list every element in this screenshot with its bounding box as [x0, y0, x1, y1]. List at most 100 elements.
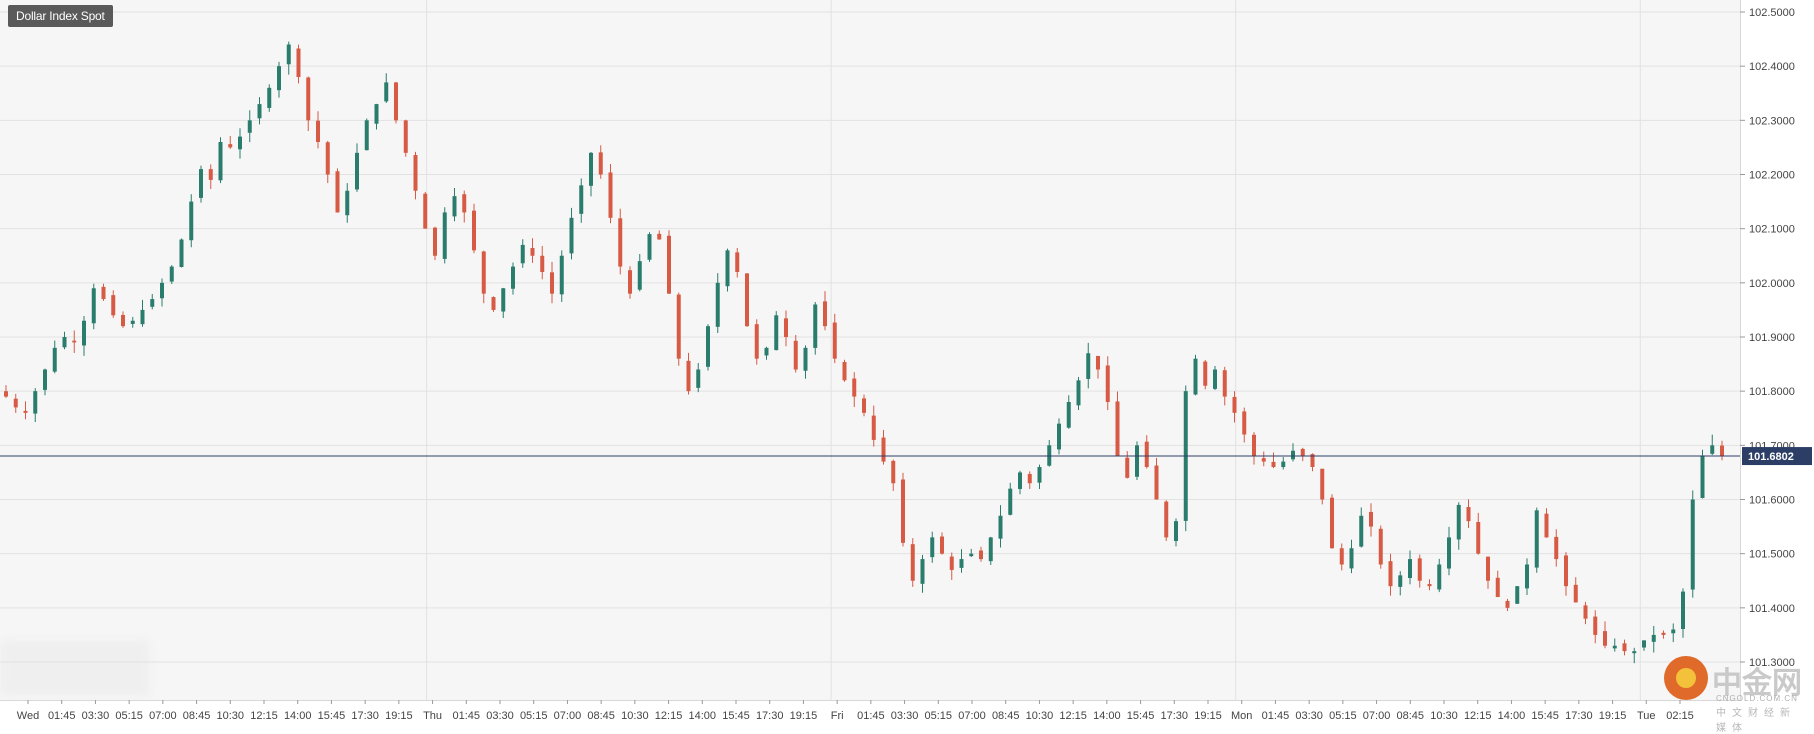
candle-body [1369, 511, 1373, 527]
candle-body [745, 273, 749, 327]
candle-body [33, 391, 38, 414]
candle-body [1242, 411, 1247, 435]
candle-body [111, 295, 116, 316]
x-tick-label: 08:45 [1397, 710, 1425, 722]
candle-body [325, 142, 330, 175]
x-tick-label: 05:15 [1329, 710, 1357, 722]
candle-body [842, 362, 847, 381]
candle-body [1378, 528, 1383, 565]
candle-body [608, 172, 613, 218]
candle-body [871, 415, 876, 440]
x-tick-label: 12:15 [1464, 710, 1492, 722]
candle-body [1690, 499, 1695, 590]
y-tick-label: 102.0000 [1749, 278, 1795, 290]
x-tick-label: 15:45 [1531, 710, 1559, 722]
x-tick-label: 07:00 [149, 710, 177, 722]
x-tick-label: 01:45 [453, 710, 481, 722]
candle-body [550, 272, 554, 294]
candle-body [1027, 473, 1032, 484]
candle-body [1437, 564, 1442, 590]
candle-body [316, 120, 320, 142]
candle-body [1573, 584, 1578, 603]
candle-body [589, 152, 593, 186]
candle-body [1398, 575, 1403, 587]
x-tick-label: 03:30 [1295, 710, 1323, 722]
candle-body [1515, 586, 1520, 604]
x-tick-label: 02:15 [1666, 710, 1694, 722]
candle-body [920, 559, 925, 584]
candle-body [1105, 365, 1110, 402]
x-tick-label: Mon [1231, 710, 1252, 722]
candle-body [1291, 450, 1295, 460]
x-tick-label: 03:30 [82, 710, 110, 722]
candle-body [1583, 605, 1588, 619]
candle-body [1447, 537, 1451, 569]
x-tick-label: Thu [423, 710, 442, 722]
x-tick-label: 10:30 [1430, 710, 1458, 722]
candle-body [189, 201, 194, 241]
candle-body [832, 322, 837, 359]
y-tick-label: 102.4000 [1749, 61, 1795, 73]
x-tick-label: 08:45 [992, 710, 1020, 722]
x-tick-label: 14:00 [284, 710, 312, 722]
candle-body [813, 304, 818, 348]
plot-area [0, 0, 1741, 701]
candle-body [862, 398, 866, 413]
y-tick-label: 102.3000 [1749, 115, 1795, 127]
watermark-brand: 中金网 [1712, 666, 1802, 701]
x-tick-label: 15:45 [1127, 710, 1155, 722]
x-tick-label: Wed [17, 710, 39, 722]
candle-body [1544, 513, 1549, 538]
watermark: 中金网 CNGOLD.COM.CN 中文财经新媒体 [1660, 654, 1810, 734]
candle-body [1261, 458, 1266, 462]
candle-body [686, 360, 691, 392]
candle-body [267, 87, 272, 108]
candle-body [1125, 457, 1130, 478]
candle-body [374, 104, 379, 124]
candle-body [1115, 401, 1120, 457]
candle-body [481, 251, 486, 294]
x-tick-label: 01:45 [1262, 710, 1290, 722]
x-tick-label: 08:45 [587, 710, 615, 722]
candle-body [1612, 645, 1617, 649]
x-tick-label: 01:45 [48, 710, 76, 722]
x-tick-label: Fri [831, 710, 844, 722]
chart-title-badge: Dollar Index Spot [8, 5, 113, 27]
candle-body [140, 309, 145, 325]
candle-body [1320, 468, 1325, 500]
candle-body [940, 536, 944, 554]
candle-body [1456, 504, 1461, 540]
candle-body [1330, 497, 1334, 549]
candle-body [472, 210, 476, 251]
x-tick-label: 10:30 [621, 710, 649, 722]
candle-body [462, 194, 467, 213]
candle-body [1700, 456, 1705, 498]
candle-body [23, 410, 28, 413]
candle-body [725, 250, 730, 287]
candle-body [384, 82, 389, 102]
candle-body [881, 437, 886, 462]
x-tick-label: 19:15 [1194, 710, 1222, 722]
x-tick-label: 10:30 [1026, 710, 1054, 722]
x-tick-label: 17:30 [1565, 710, 1593, 722]
candle-body [1486, 556, 1490, 581]
candle-body [1057, 423, 1061, 450]
candle-body [988, 537, 993, 562]
candle-body [413, 155, 418, 191]
x-tick-label: 14:00 [1093, 710, 1121, 722]
candle-body [1271, 461, 1276, 467]
candle-body [228, 144, 233, 148]
candle-body [101, 286, 106, 300]
candle-body [949, 556, 954, 570]
y-tick-label: 101.3000 [1749, 657, 1795, 669]
candle-body [647, 234, 652, 260]
candle-body [1417, 558, 1422, 581]
candle-body [52, 347, 57, 372]
y-tick-label: 101.8000 [1749, 386, 1795, 398]
candle-body [784, 318, 788, 337]
candle-body [1720, 445, 1724, 457]
candle-body [247, 120, 252, 133]
candle-body [511, 266, 515, 289]
candle-body [91, 288, 96, 324]
x-tick-label: 15:45 [722, 710, 750, 722]
